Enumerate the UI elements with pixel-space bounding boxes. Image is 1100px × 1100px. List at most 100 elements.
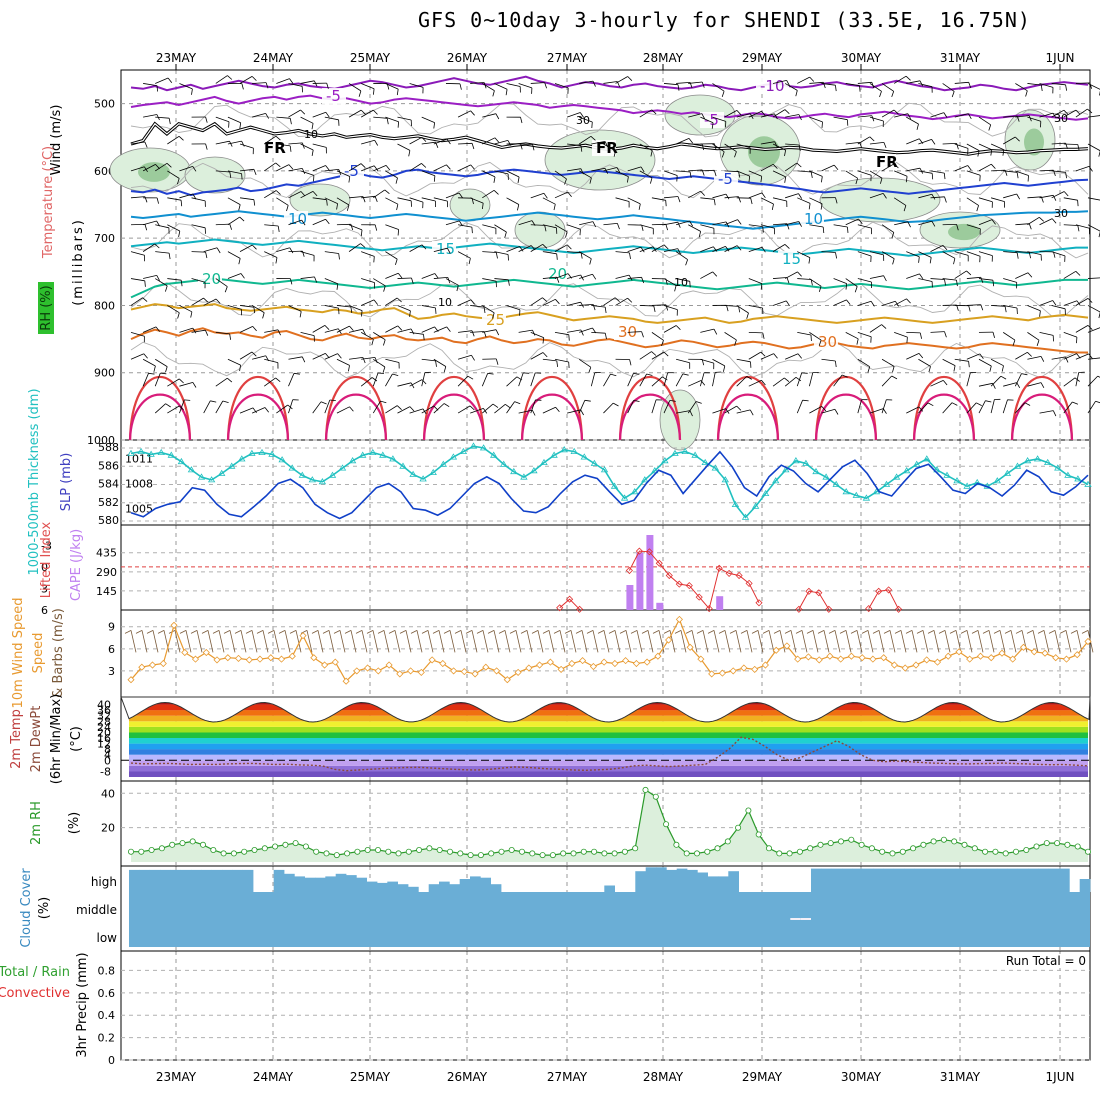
surface-wind-barb	[757, 630, 764, 653]
wind-barb	[1039, 300, 1053, 306]
wind-barb-flag	[1016, 172, 1019, 179]
wind-barb-flag	[856, 338, 859, 345]
thickness-marker	[459, 447, 468, 454]
wind-barb-flag	[713, 246, 718, 252]
wind-barb	[179, 327, 193, 333]
wind-barb	[676, 220, 690, 226]
wind-barb	[372, 372, 379, 387]
surface-wind-barb	[625, 630, 632, 653]
surface-wind-barb-flag	[322, 630, 330, 634]
panel-frame-pr	[120, 950, 1091, 1061]
wind-barb-flag	[421, 137, 427, 142]
rh-marker	[395, 850, 402, 857]
wind-barb-flag	[592, 327, 597, 334]
wind-barb	[239, 168, 254, 172]
wind-barb	[1014, 373, 1022, 387]
wind-barb-flag	[968, 305, 971, 312]
surface-wind-barb-flag	[872, 630, 880, 634]
wind-barb	[397, 305, 411, 312]
wind-barb-flag	[662, 376, 668, 381]
wind-barb	[566, 224, 581, 230]
wind-barb-flag	[589, 258, 592, 265]
wind-barb	[748, 331, 763, 334]
wind-barb	[1051, 305, 1066, 310]
cape-tick: 435	[96, 547, 117, 560]
rh-marker	[910, 845, 917, 852]
wind-barb	[494, 170, 509, 175]
temperature-tick: 40	[97, 699, 111, 712]
wind-speed-marker	[751, 665, 759, 673]
wind-barb	[506, 170, 520, 178]
wind-barb-flag	[1087, 325, 1093, 330]
high-cloud-bar	[1038, 868, 1049, 892]
wind-axis-label: Wind (m/s)	[49, 105, 64, 176]
wind-barb-flag	[360, 163, 366, 168]
wind-barb	[724, 332, 737, 341]
rh-marker	[498, 848, 505, 855]
wind-barb-flag	[942, 380, 948, 386]
wind-barb-flag	[867, 366, 871, 373]
wind-barb	[142, 358, 156, 367]
wind-barb-flag	[580, 145, 583, 152]
wind-speed-marker	[933, 658, 942, 666]
contour-label: FR	[596, 139, 618, 157]
wind-barb-flag	[471, 227, 473, 234]
wind-barb-flag	[166, 163, 172, 168]
date-label-top: 27MAY	[547, 51, 588, 65]
wind-barb-flag	[386, 118, 389, 125]
high-cloud-bar	[439, 881, 450, 892]
wind-speed-marker	[138, 663, 146, 671]
wind-barb	[312, 165, 326, 172]
contour-label-bg	[198, 271, 222, 287]
rh-marker	[436, 847, 443, 854]
lifted-index-marker	[625, 566, 633, 575]
wind-barb-flag	[144, 141, 148, 148]
thickness-marker	[600, 466, 609, 473]
wind-barb-flag	[688, 138, 694, 144]
wind-barb	[567, 143, 582, 147]
wind-barb	[675, 138, 690, 145]
rh-marker	[1054, 840, 1061, 847]
wind-barb	[215, 75, 228, 84]
wind-barb	[324, 328, 339, 333]
date-label-top: 31MAY	[940, 51, 981, 65]
surface-wind-barb	[944, 630, 951, 653]
high-cloud-bar	[397, 884, 409, 892]
wind-barb-flag	[349, 406, 354, 412]
wind-barb-flag	[880, 177, 883, 184]
wind-barb	[155, 358, 168, 367]
wind-barb-flag	[991, 163, 996, 169]
low-isotherm-40	[1010, 393, 1074, 441]
wind-barb-flag	[1036, 340, 1040, 347]
wind-barb	[688, 113, 702, 118]
thickness-marker	[1003, 469, 1012, 476]
wind-barb	[130, 196, 145, 199]
wind-barb	[227, 251, 241, 259]
high-cloud-bar	[707, 876, 719, 892]
surface-wind-barb-flag	[762, 630, 770, 634]
wind-barb-flag	[784, 150, 786, 157]
wind-barb	[881, 300, 896, 306]
wind-barb-flag	[869, 136, 875, 142]
wind-barb-flag	[289, 78, 294, 84]
minmax-axis-label: (6hr Min/Max)	[49, 694, 64, 784]
wind-barb-flag	[311, 123, 314, 130]
wind-barb	[857, 399, 862, 414]
wind-barb	[966, 143, 980, 151]
wind-barb	[1003, 251, 1018, 254]
wind-barb	[809, 332, 822, 341]
wind-barb	[784, 83, 798, 91]
wind-barb-flag	[650, 150, 653, 157]
wind-barb	[772, 197, 787, 202]
surface-wind-barb-flag	[146, 630, 154, 634]
rh-shading-area	[184, 156, 246, 194]
wind-barb-flag	[677, 248, 681, 255]
surface-wind-barb-flag	[1037, 630, 1045, 634]
wind-barb	[288, 250, 303, 253]
wind-speed-marker	[245, 656, 253, 664]
surface-wind-barb-flag	[564, 630, 572, 634]
wind-barb	[530, 331, 544, 338]
wind-barb-flag	[1065, 84, 1067, 91]
wind-speed-marker	[794, 655, 802, 663]
wind-barb-flag	[1087, 298, 1093, 303]
